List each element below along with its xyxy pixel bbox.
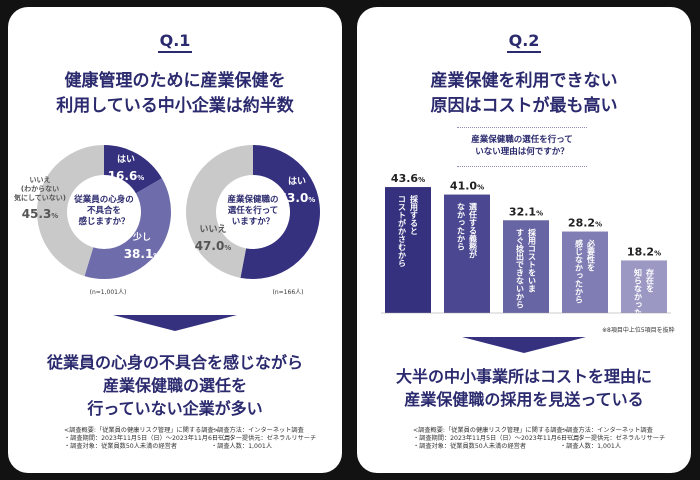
donut-slice <box>104 145 162 194</box>
donut-slice <box>37 145 104 277</box>
donut-center-label: いますか？ <box>232 217 275 227</box>
conclusion-line-1: 大半の中小事業所はコストを理由に <box>395 367 652 386</box>
survey-footer: <調査概要:「従業員の健康リスク管理」に関する調査> ・調査期間：2023年11… <box>64 427 237 451</box>
down-arrow-icon <box>462 337 586 353</box>
bar-value-label: 18.2% <box>627 245 661 258</box>
donut-value-label: 38.1% <box>124 247 161 261</box>
bar <box>385 187 431 313</box>
donut-slice <box>240 145 320 279</box>
survey-footer: <調査概要:「従業員の健康リスク管理」に関する調査> ・調査期間：2023年11… <box>413 427 586 451</box>
conclusion-line-2: 産業保健職の採用を見送っている <box>404 390 644 409</box>
donut-charts: 従業員の心身の不具合を感じますか？はい16.6%少し38.1%いいえ(わからない… <box>14 145 320 296</box>
headline-line-2: 原因はコストが最も高い <box>430 96 618 116</box>
donut-slice-label: (わからない <box>21 184 59 193</box>
bar-category-label: 感じなかったから <box>575 239 584 304</box>
donut-center-label: 感じますか？ <box>78 216 129 227</box>
percent-unit: % <box>595 221 602 229</box>
bar-category-label: 存在を <box>646 267 655 292</box>
bar-value-label: 43.6% <box>391 172 425 185</box>
percent-unit: % <box>137 174 144 182</box>
bar <box>621 260 667 313</box>
bar-category-label: なかったから <box>457 203 466 251</box>
donut-value-label: 47.0% <box>195 239 232 253</box>
footnote: ※8項目中上位5項目を抜粋 <box>602 327 675 334</box>
headline: 産業保健を利用できない 原因はコストが最も高い <box>357 69 691 119</box>
conclusion: 従業員の心身の不具合を感じながら 産業保健職の選任を 行っていない企業が多い <box>8 351 342 420</box>
donut-slice-label: 気にしていない) <box>14 193 66 202</box>
down-arrow-icon <box>113 315 237 331</box>
question-callout: 産業保健職の選任を行って いない理由は何ですか？ <box>457 127 587 167</box>
donut-slice-label: いいえ <box>199 224 226 235</box>
headline-line-1: 健康管理のために産業保健を <box>64 71 286 91</box>
donut-slice <box>186 145 253 278</box>
bar-category-label: コストがかさむから <box>398 195 407 267</box>
bar-category-label: 知らなかった <box>634 267 643 316</box>
bar <box>444 194 490 313</box>
sample-size-label: (n=166人) <box>273 289 304 296</box>
percent-unit: % <box>418 176 425 184</box>
conclusion-line-1: 従業員の心身の不具合を感じながら <box>46 353 303 372</box>
percent-unit: % <box>654 249 661 257</box>
survey-footer-method: ・調査方法：インターネット調査 ・モニター提供元：ゼネラルリサーチ ・調査人数：… <box>560 427 666 451</box>
donut-center-label: 不具合を <box>87 205 121 216</box>
donut-center-label: 従業員の心身の <box>73 194 134 205</box>
percent-unit: % <box>536 209 543 217</box>
headline: 健康管理のために産業保健を 利用している中小企業は約半数 <box>8 69 342 119</box>
card-q1: Q.1 健康管理のために産業保健を 利用している中小企業は約半数 従業員の心身の… <box>8 7 342 473</box>
bar <box>503 220 549 313</box>
donut-center-label: 産業保健職の <box>227 194 278 205</box>
percent-unit: % <box>153 252 160 260</box>
donut-slice-label: はい <box>117 154 135 165</box>
bar <box>562 231 608 313</box>
donut-value-label: 53.0% <box>279 191 316 205</box>
card-q2: Q.2 産業保健を利用できない 原因はコストが最も高い 産業保健職の選任を行って… <box>357 7 691 473</box>
conclusion: 大半の中小事業所はコストを理由に 産業保健職の採用を見送っている <box>357 365 691 411</box>
percent-unit: % <box>308 196 315 204</box>
donut-value-label: 45.3% <box>22 207 59 221</box>
question-label: Q.1 <box>8 31 342 53</box>
conclusion-line-3: 行っていない企業が多い <box>87 399 263 418</box>
percent-unit: % <box>51 212 58 220</box>
bar-value-label: 41.0% <box>450 180 484 193</box>
bar-value-label: 32.1% <box>509 205 543 218</box>
donut-slice-label: いいえ <box>30 175 51 184</box>
bar-category-label: すぐ捻出できないから <box>516 228 525 308</box>
sample-size-label: (n=1,001人) <box>90 289 127 296</box>
bar-category-label: 採用すると <box>409 194 419 235</box>
donut-slice-label: はい <box>288 176 306 187</box>
donut-slice <box>84 178 171 279</box>
survey-footer-method: ・調査方法：インターネット調査 ・モニター提供元：ゼネラルリサーチ ・調査人数：… <box>211 427 317 451</box>
question-label: Q.2 <box>357 31 691 53</box>
donut-value-label: 16.6% <box>108 169 145 183</box>
headline-line-1: 産業保健を利用できない <box>430 71 618 91</box>
donut-center-label: 選任を行って <box>228 205 279 216</box>
headline-line-2: 利用している中小企業は約半数 <box>56 96 294 116</box>
percent-unit: % <box>477 184 484 192</box>
bar-value-label: 28.2% <box>568 217 602 230</box>
conclusion-line-2: 産業保健職の選任を <box>102 376 247 395</box>
percent-unit: % <box>224 244 231 252</box>
bar-category-label: 必要性を <box>587 239 596 272</box>
bar-category-label: 選任する義務が <box>468 202 478 259</box>
bar-category-label: 採用コストをいま <box>527 227 537 292</box>
donut-slice-label: 少し <box>132 231 151 243</box>
